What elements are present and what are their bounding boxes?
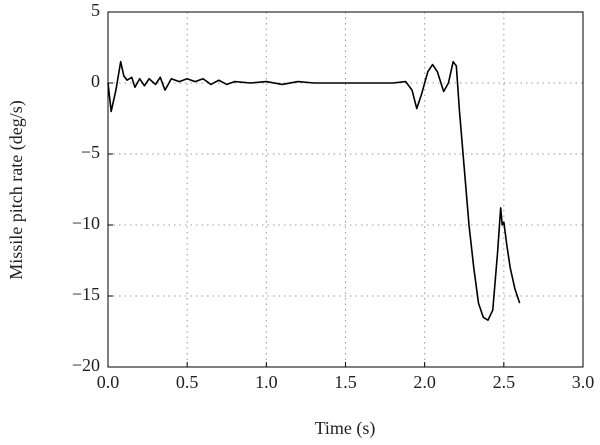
y-tick-label: −20 xyxy=(72,355,100,375)
x-tick-label: 0.0 xyxy=(97,372,120,392)
y-tick-label: −10 xyxy=(72,213,100,233)
x-tick-label: 0.5 xyxy=(176,372,199,392)
y-tick-label: 0 xyxy=(91,71,100,91)
x-tick-label: 2.0 xyxy=(413,372,436,392)
x-tick-label: 1.5 xyxy=(334,372,357,392)
x-tick-label: 2.5 xyxy=(493,372,516,392)
y-axis-label: Missile pitch rate (deg/s) xyxy=(6,100,27,279)
y-tick-label: −15 xyxy=(72,284,100,304)
x-tick-label: 1.0 xyxy=(255,372,278,392)
x-axis-label: Time (s) xyxy=(315,418,376,439)
x-tick-label: 3.0 xyxy=(572,372,595,392)
data-line xyxy=(107,60,521,321)
plot-frame xyxy=(107,11,584,368)
y-tick-label: −5 xyxy=(81,142,100,162)
y-tick-label: 5 xyxy=(91,0,100,20)
